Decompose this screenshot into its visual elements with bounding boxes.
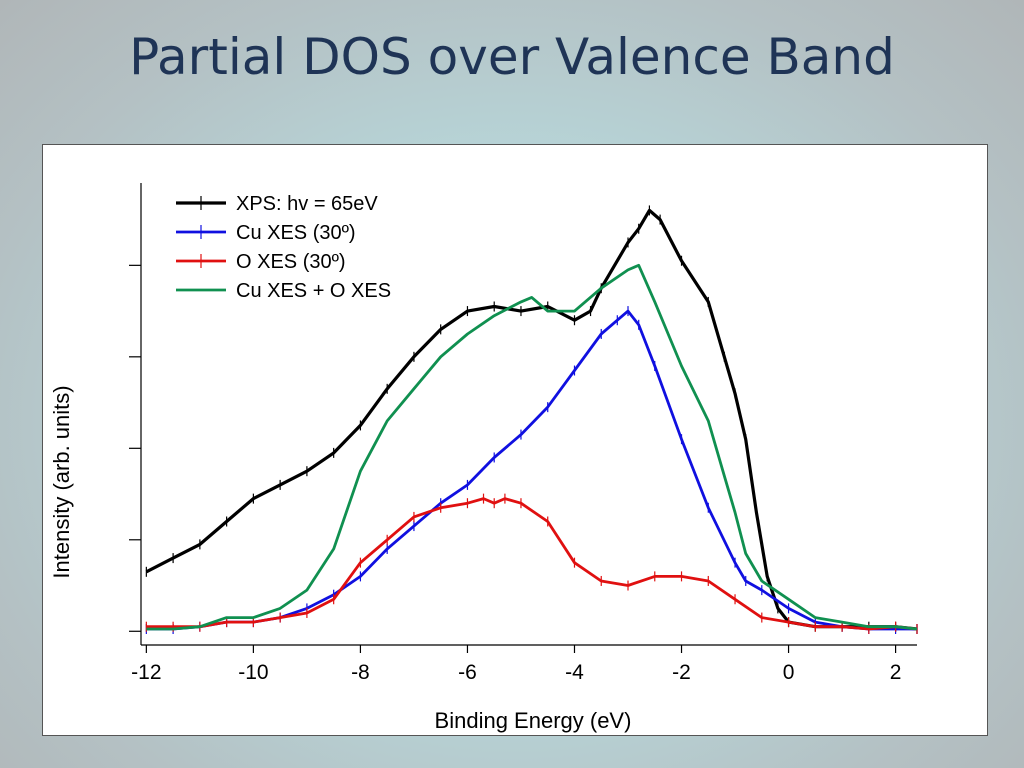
series-line [146,309,917,631]
chart-frame: -12 -10 -8 -6 -4 -2 0 2 XPS: hv = 65eV Cu XES (3… [42,144,988,736]
x-tick-label: -8 [351,661,370,684]
x-tick-label: -10 [238,661,268,684]
axes: -12 -10 -8 -6 -4 -2 0 2 [129,183,917,684]
x-tick-label: 0 [783,661,795,684]
series-4 [146,263,918,631]
x-tick-label: -2 [672,661,691,684]
series-2 [145,306,918,634]
legend-label: Cu XES + O XES [236,280,391,302]
line-chart: -12 -10 -8 -6 -4 -2 0 2 XPS: hv = 65eV Cu XES (3… [49,183,918,733]
x-tick-label: -6 [458,661,477,684]
legend-label: O XES (30º) [236,251,346,273]
x-tick-label: 2 [890,661,902,684]
slide-title: Partial DOS over Valence Band [129,28,895,86]
legend-label: XPS: hv = 65eV [236,193,378,215]
legend-item: O XES (30º) [176,251,346,273]
series-3 [145,493,918,634]
x-axis-label: Binding Energy (eV) [435,708,632,733]
legend-item: Cu XES (30º) [176,222,356,244]
series-layer [145,205,918,634]
x-tick-label: -12 [131,661,161,684]
legend: XPS: hv = 65eV Cu XES (30º) O XES (30º) Cu … [176,193,391,302]
legend-item: XPS: hv = 65eV [176,193,378,215]
legend-label: Cu XES (30º) [236,222,356,244]
series-line [145,208,918,631]
x-tick-label: -4 [565,661,584,684]
legend-item: Cu XES + O XES [176,280,391,302]
series-line [146,263,918,631]
y-axis-label: Intensity (arb. units) [49,385,74,578]
series-line [146,497,918,631]
